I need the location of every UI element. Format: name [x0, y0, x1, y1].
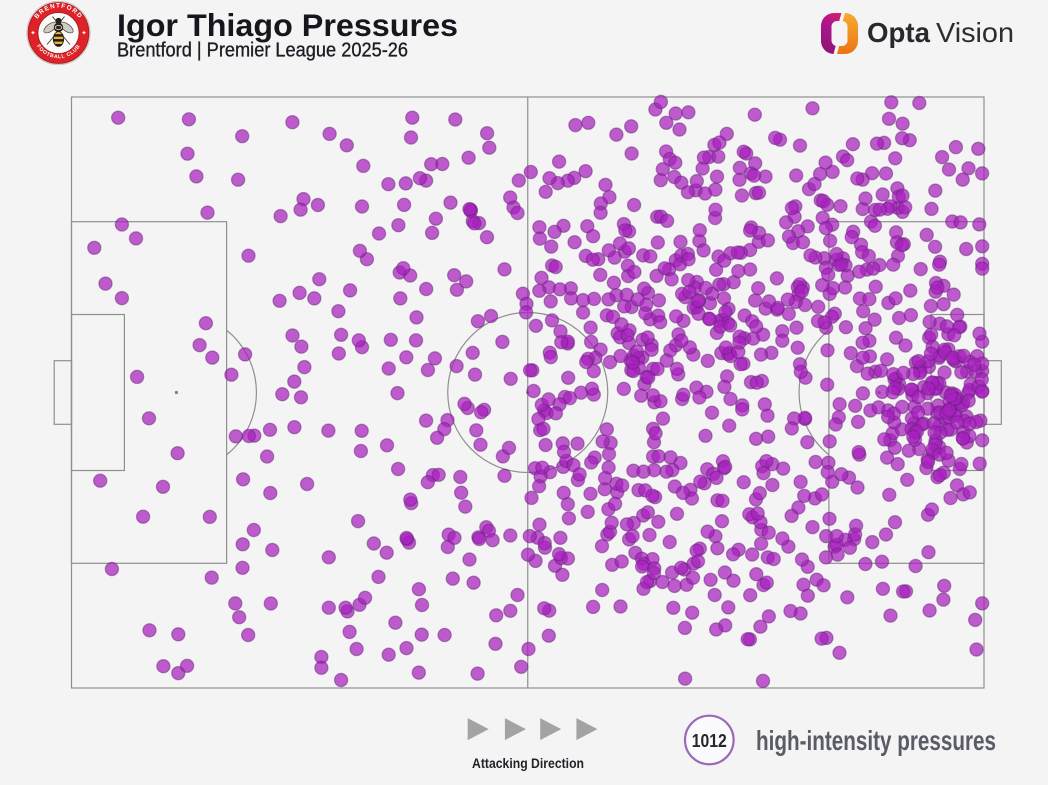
svg-text:Attacking Direction: Attacking Direction: [472, 755, 584, 771]
svg-text:Opta: Opta: [867, 17, 930, 48]
svg-text:1012: 1012: [692, 731, 727, 751]
svg-text:high-intensity pressures: high-intensity pressures: [756, 725, 996, 756]
svg-text:✦: ✦: [81, 29, 87, 37]
svg-text:Vision: Vision: [936, 17, 1014, 48]
svg-text:Brentford | Premier League 202: Brentford | Premier League 2025-26: [117, 40, 408, 62]
svg-text:Igor Thiago Pressures: Igor Thiago Pressures: [117, 7, 458, 43]
svg-text:✦: ✦: [30, 29, 36, 37]
